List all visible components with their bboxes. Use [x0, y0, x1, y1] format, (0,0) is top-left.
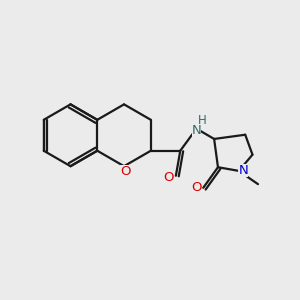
Text: N: N: [238, 164, 248, 177]
Text: H: H: [197, 114, 206, 127]
Text: N: N: [192, 124, 201, 136]
Text: O: O: [163, 171, 174, 184]
Text: O: O: [120, 165, 131, 178]
Text: O: O: [191, 181, 202, 194]
